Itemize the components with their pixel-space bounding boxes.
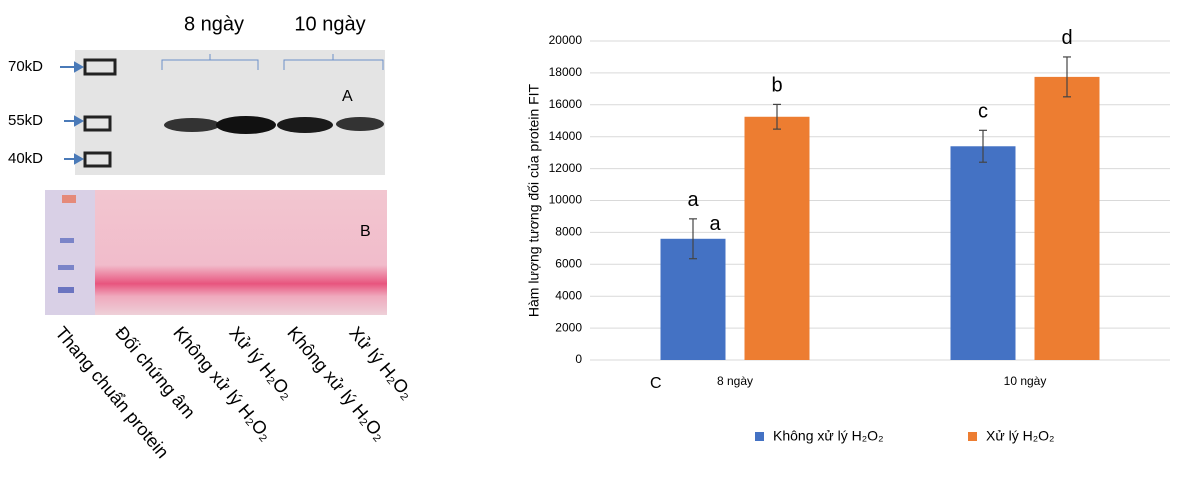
significance-letter: d: [1061, 27, 1072, 49]
blot-b: B: [45, 190, 387, 315]
y-tick-label: 16000: [549, 97, 583, 111]
y-tick-label: 8000: [555, 225, 582, 239]
marker-label: 40kD: [8, 150, 43, 167]
y-tick-label: 2000: [555, 320, 582, 334]
protein-band: [216, 116, 276, 134]
ladder-band: [58, 287, 74, 293]
ponceau-membrane: [45, 190, 387, 315]
significance-letter: b: [771, 75, 782, 97]
significance-letter: a: [687, 189, 699, 211]
y-tick-label: 4000: [555, 288, 582, 302]
x-tick-label: 8 ngày: [717, 374, 753, 388]
protein-band: [277, 117, 333, 133]
bar: [951, 146, 1016, 360]
y-tick-label: 0: [575, 352, 582, 366]
significance-letter: a: [709, 213, 721, 235]
ladder-lane: [45, 190, 95, 315]
ladder-band: [60, 238, 74, 243]
ladder-band: [58, 265, 74, 270]
blot-membrane: [75, 50, 385, 175]
ladder-band: [62, 195, 76, 203]
y-tick-label: 14000: [549, 129, 583, 143]
bar: [1035, 77, 1100, 360]
day-label: 10 ngày: [294, 13, 365, 35]
y-tick-label: 12000: [549, 161, 583, 175]
x-tick-label: 10 ngày: [1004, 374, 1047, 388]
y-tick-label: 20000: [549, 33, 583, 47]
panel-label: C: [650, 375, 662, 392]
lane-label: Không xử lý H₂O₂: [169, 323, 276, 445]
marker-label: 70kD: [8, 58, 43, 75]
y-tick-label: 6000: [555, 256, 582, 270]
bar: [745, 117, 810, 360]
marker-label: 55kD: [8, 112, 43, 129]
figure: 70kD 55kD 40kD 8 ngày 10 ngày A B Thang …: [0, 0, 1190, 497]
lane-label: Thang chuẩn protein: [51, 323, 172, 462]
protein-band: [336, 117, 384, 131]
panel-label: B: [360, 223, 371, 240]
y-tick-label: 18000: [549, 65, 583, 79]
legend-swatch: [968, 432, 977, 441]
y-axis-label: Hàm lượng tương đối của protein FIT: [526, 83, 542, 317]
day-label: 8 ngày: [184, 13, 244, 35]
y-tick-label: 10000: [549, 193, 583, 207]
panel-label: A: [342, 88, 353, 105]
legend-swatch: [755, 432, 764, 441]
protein-band: [164, 118, 220, 132]
legend-label: Xử lý H₂O₂: [986, 428, 1054, 444]
legend-label: Không xử lý H₂O₂: [773, 428, 884, 444]
blot-a: 70kD 55kD 40kD 8 ngày 10 ngày A: [8, 13, 385, 175]
significance-letter: c: [978, 101, 988, 123]
